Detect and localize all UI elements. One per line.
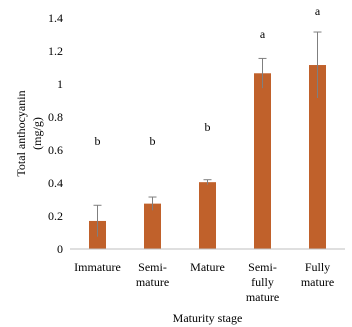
- y-axis-title-line: (mg/g): [30, 117, 44, 150]
- y-tick-label: 0.8: [48, 110, 63, 124]
- error-bar: [203, 179, 212, 185]
- x-category-label: Semi-mature: [136, 260, 169, 289]
- significance-letter: a: [260, 27, 266, 41]
- significance-letter: a: [315, 4, 321, 18]
- x-category-line: mature: [246, 290, 279, 304]
- bar: [199, 182, 216, 249]
- error-bar: [258, 57, 267, 89]
- x-category-line: Immature: [74, 260, 121, 274]
- y-tick-label: 1.2: [48, 44, 63, 58]
- x-category-label: Semi-fully mature: [246, 260, 279, 304]
- x-category-line: fully: [251, 275, 274, 289]
- significance-labels: b b b a a: [95, 4, 321, 148]
- y-tick-label: 0.4: [48, 176, 63, 190]
- bars: [89, 65, 326, 250]
- y-tick-label: 0.2: [48, 209, 63, 223]
- y-axis-title-text: Total anthocyanin (mg/g): [14, 90, 44, 176]
- bar: [309, 65, 326, 250]
- error-bar: [313, 31, 322, 99]
- error-bars: [93, 31, 322, 237]
- x-category-line: mature: [301, 275, 334, 289]
- y-tick-label: 0.6: [48, 143, 63, 157]
- x-category-line: Semi-: [248, 260, 277, 274]
- y-axis-title-line: Total anthocyanin: [14, 90, 28, 176]
- bar: [254, 73, 271, 250]
- x-category-line: mature: [136, 275, 169, 289]
- x-category-line: Semi-: [138, 260, 167, 274]
- x-category-line: Mature: [190, 260, 225, 274]
- significance-letter: b: [205, 120, 211, 134]
- significance-letter: b: [95, 134, 101, 148]
- x-category-line: Fully: [305, 260, 330, 274]
- y-tick-label: 1: [57, 77, 63, 91]
- x-category-label: Fully mature: [301, 260, 334, 289]
- x-axis-title: Maturity stage: [173, 311, 243, 325]
- y-axis-title: Total anthocyanin (mg/g): [14, 90, 44, 176]
- y-axis-ticks: 0 0.2 0.4 0.6 0.8 1 1.2 1.4: [48, 11, 63, 256]
- x-category-label: Immature: [74, 260, 121, 274]
- error-bar: [148, 196, 157, 211]
- error-bar: [93, 204, 102, 237]
- y-tick-label: 1.4: [48, 11, 63, 25]
- significance-letter: b: [150, 134, 156, 148]
- y-tick-label: 0: [57, 242, 63, 256]
- bar: [144, 203, 161, 249]
- x-category-label: Mature: [190, 260, 225, 274]
